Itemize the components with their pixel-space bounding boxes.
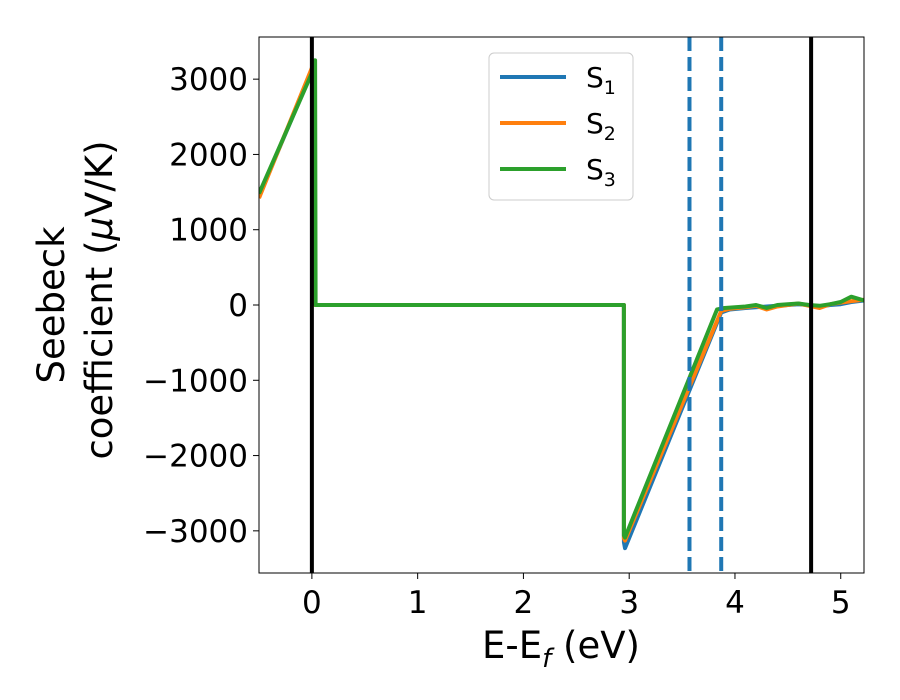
y-tick-label: 2000 (169, 137, 248, 173)
y-axis-title-line1: Seebeck (30, 226, 73, 384)
vertical-markers (309, 37, 814, 573)
x-tick-label: 5 (831, 585, 851, 621)
y-tick-label: 3000 (169, 62, 248, 98)
legend-items: S1 S2 S3 (500, 61, 616, 191)
x-tick-label: 2 (514, 585, 534, 621)
legend-label-S3: S3 (586, 153, 616, 191)
y-tick-label: 0 (228, 288, 248, 324)
y-tick-label: −1000 (143, 363, 248, 399)
y-ticks: −3000 −2000 −1000 0 1000 2000 3000 (143, 62, 259, 550)
legend-label-S2: S2 (586, 107, 616, 145)
x-axis-title: E-Ef (eV) (482, 624, 640, 674)
x-ticks: 0 1 2 3 4 5 (302, 573, 851, 621)
x-tick-label: 1 (408, 585, 428, 621)
legend-label-S1: S1 (586, 61, 616, 99)
y-axis-title-line2: coefficient (μV/K) (78, 140, 121, 459)
y-tick-label: −2000 (143, 439, 248, 475)
series-lines (259, 58, 864, 551)
y-tick-label: 1000 (169, 213, 248, 249)
legend: S1 S2 S3 (488, 52, 634, 201)
x-tick-label: 0 (302, 585, 322, 621)
x-tick-label: 4 (725, 585, 745, 621)
x-tick-label: 3 (619, 585, 639, 621)
series-line-S3 (259, 58, 864, 540)
legend-box (488, 52, 634, 201)
y-tick-label: −3000 (143, 514, 248, 550)
